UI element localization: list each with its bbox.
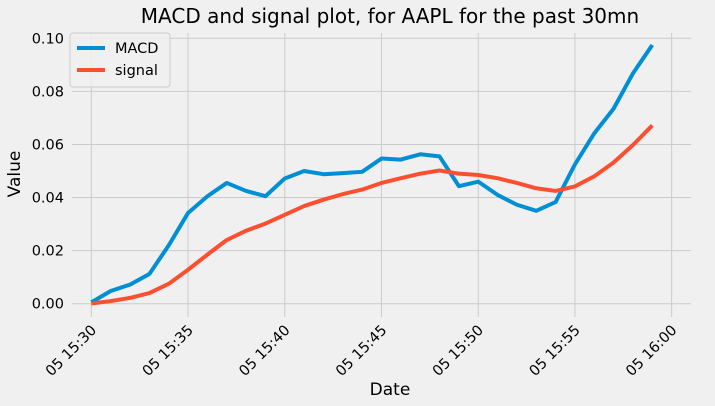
series-layer xyxy=(90,43,654,306)
y-tick-label: 0.02 xyxy=(32,244,64,260)
series-line-signal xyxy=(91,123,654,306)
y-axis-label: Value xyxy=(5,151,25,198)
series-line-macd xyxy=(90,43,654,305)
y-tick-label: 0.06 xyxy=(32,137,64,153)
x-axis-label: Date xyxy=(370,380,411,400)
y-tick-label: 0.10 xyxy=(32,31,64,47)
y-tick-labels: 0.00 0.02 0.04 0.06 0.08 0.10 xyxy=(32,31,64,312)
legend-label-macd: MACD xyxy=(115,41,158,57)
y-tick-label: 0.08 xyxy=(32,84,64,100)
y-tick-label: 0.04 xyxy=(32,191,64,207)
chart-title: MACD and signal plot, for AAPL for the p… xyxy=(141,4,639,28)
legend-label-signal: signal xyxy=(115,63,158,79)
y-tick-label: 0.00 xyxy=(32,297,64,313)
legend: MACD signal xyxy=(69,32,171,88)
